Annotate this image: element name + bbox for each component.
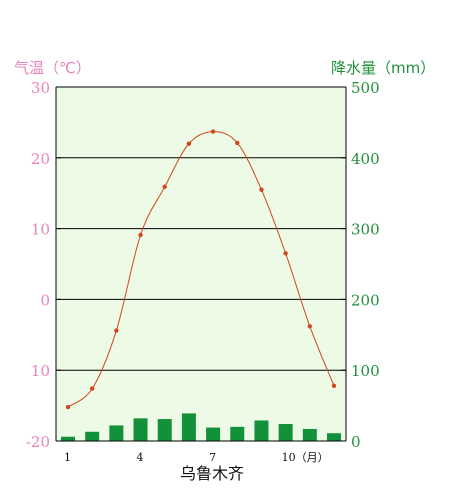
precip-bar <box>61 436 75 441</box>
temp-point <box>210 129 216 134</box>
right-tick-label: 400 <box>351 150 380 168</box>
temp-point <box>283 251 288 256</box>
right-tick-label: 100 <box>351 362 380 380</box>
precip-bar <box>230 426 245 441</box>
temp-point <box>162 184 167 190</box>
right-tick-label: 0 <box>351 433 361 451</box>
temp-point <box>89 386 95 391</box>
precip-bar <box>206 427 221 441</box>
left-axis-ticks: 30 20 10 0 10 -20 <box>26 79 61 451</box>
precip-bar <box>278 424 293 441</box>
axes <box>55 86 347 442</box>
x-axis-ticks: 1 4 7 10（月） <box>64 451 329 464</box>
precip-bar <box>302 428 317 441</box>
plot-area <box>56 87 346 441</box>
x-tick-label: 4 <box>137 451 144 464</box>
x-tick-label: 10（月） <box>282 451 329 464</box>
precip-bar <box>85 431 100 441</box>
precip-bar <box>133 418 148 441</box>
gridlines <box>56 157 346 371</box>
left-tick-label: 20 <box>31 150 50 168</box>
precipitation-bars <box>61 413 341 441</box>
precip-bar <box>157 419 172 441</box>
precip-bar <box>109 425 124 441</box>
temp-point <box>235 140 240 146</box>
left-axis-title: 气温（℃） <box>14 59 91 77</box>
left-tick-label: 30 <box>31 79 50 97</box>
right-tick-label: 200 <box>351 291 380 309</box>
temp-point <box>186 141 192 146</box>
left-tick-label: 0 <box>40 291 50 309</box>
temp-point <box>307 324 313 329</box>
x-tick-label: 1 <box>64 451 71 464</box>
x-tick-label: 7 <box>209 451 216 464</box>
left-tick-label: 10 <box>31 362 50 380</box>
precip-bar <box>181 413 196 441</box>
temp-point <box>114 328 119 333</box>
temperature-points <box>65 129 337 410</box>
left-tick-label: -20 <box>26 433 50 451</box>
precip-bar <box>327 433 341 441</box>
city-name: 乌鲁木齐 <box>180 464 244 483</box>
temp-point <box>138 232 143 238</box>
left-tick-label: 10 <box>31 221 50 239</box>
right-axis-title: 降水量（mm） <box>331 59 435 77</box>
temp-point <box>259 187 264 192</box>
temp-point <box>65 404 71 410</box>
temp-point <box>331 383 337 388</box>
precip-bar <box>254 420 269 441</box>
right-tick-label: 300 <box>351 221 380 239</box>
right-tick-label: 500 <box>351 79 380 97</box>
right-axis-ticks: 500 400 300 200 100 0 <box>341 79 380 451</box>
